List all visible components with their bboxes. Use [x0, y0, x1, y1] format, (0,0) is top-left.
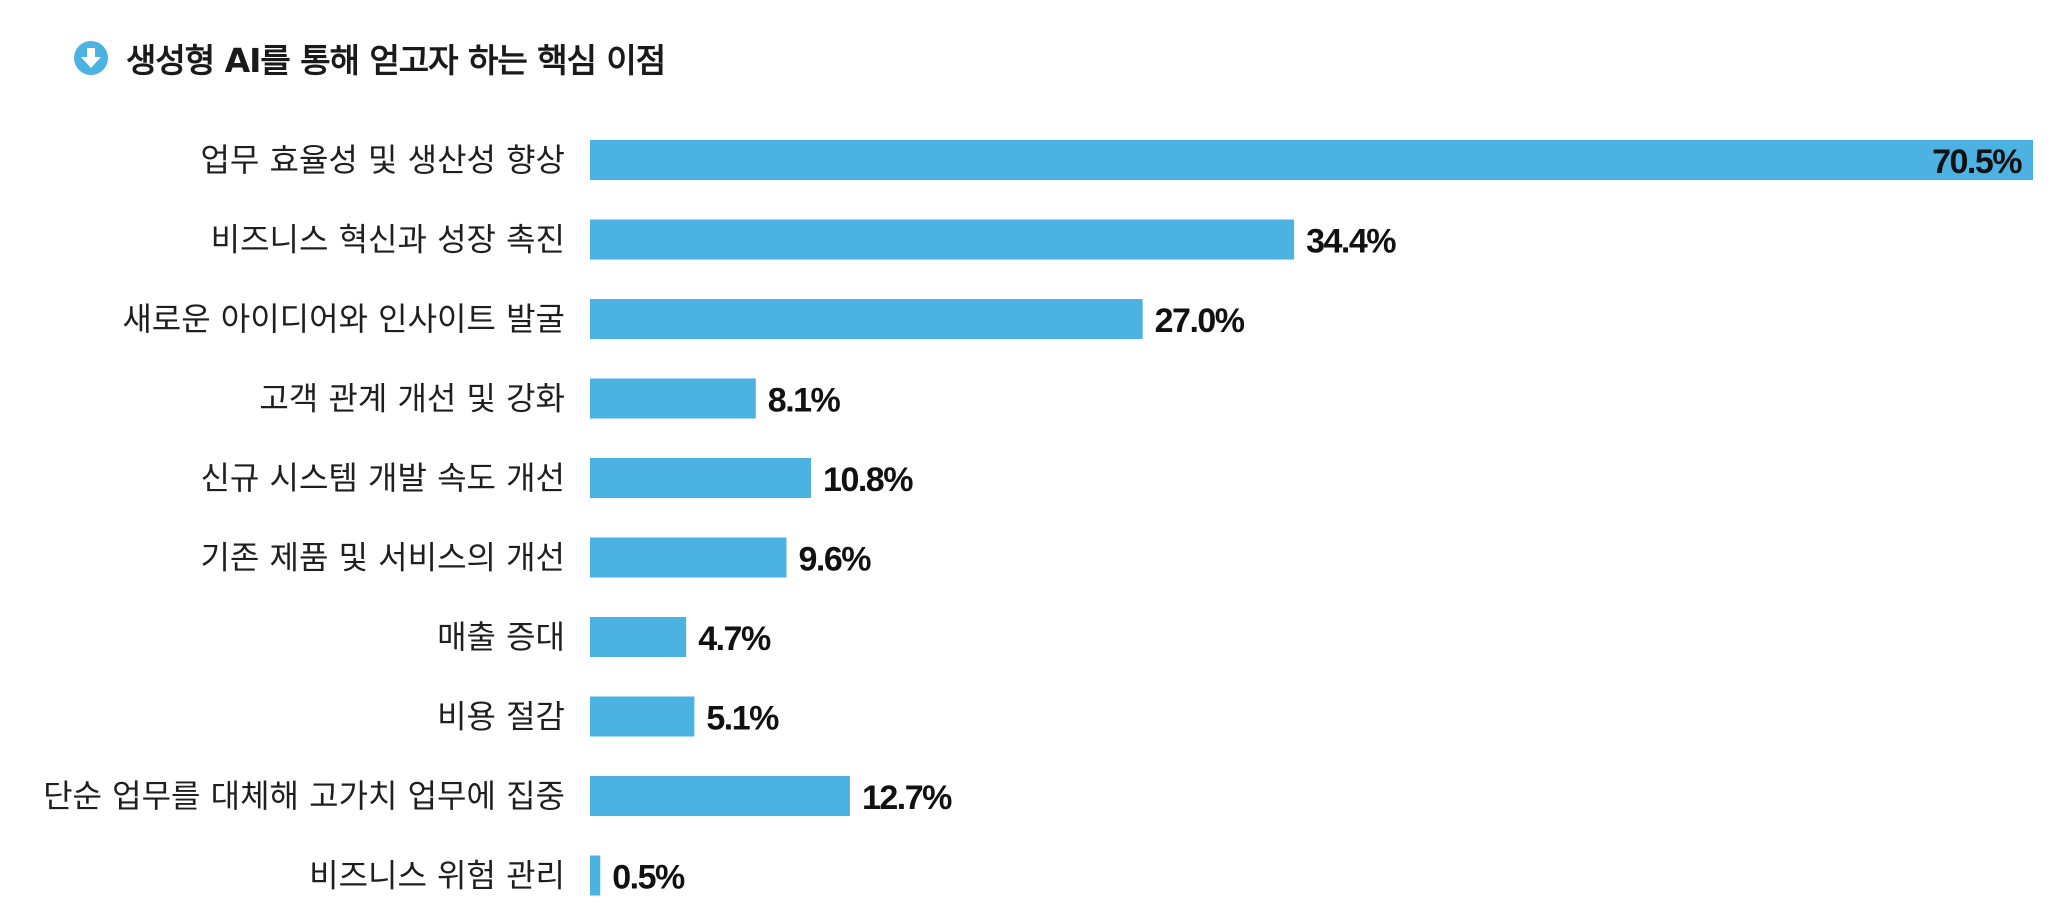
- bar: [590, 219, 1295, 260]
- bar: [590, 696, 695, 737]
- bar: [590, 855, 601, 896]
- value-label: 5.1%: [706, 700, 779, 738]
- chart-title: 생성형 AI를 통해 얻고자 하는 핵심 이점: [126, 41, 666, 80]
- bar: [590, 378, 756, 419]
- chart-title-row: 생성형 AI를 통해 얻고자 하는 핵심 이점: [74, 34, 666, 82]
- category-label: 새로운 아이디어와 인사이트 발굴: [122, 300, 565, 338]
- category-label: 업무 효율성 및 생산성 향상: [200, 141, 565, 179]
- bar: [590, 140, 2033, 180]
- value-label: 8.1%: [768, 382, 841, 420]
- category-label: 비용 절감: [437, 698, 565, 736]
- category-label: 단순 업무를 대체해 고가치 업무에 집중: [43, 777, 565, 815]
- category-label: 고객 관계 개선 및 강화: [259, 380, 565, 418]
- bar: [590, 776, 850, 816]
- bar: [590, 617, 687, 657]
- down-arrow-circle-icon: [74, 41, 108, 75]
- value-label: 70.5%: [1932, 143, 2022, 181]
- value-label: 4.7%: [698, 620, 771, 658]
- value-label: 10.8%: [823, 461, 913, 499]
- value-label: 0.5%: [612, 859, 685, 897]
- value-label: 9.6%: [798, 541, 871, 579]
- value-label: 34.4%: [1306, 223, 1396, 261]
- value-label: 12.7%: [862, 779, 952, 817]
- bar: [590, 299, 1143, 339]
- category-label: 비즈니스 혁신과 성장 촉진: [211, 221, 565, 259]
- value-label: 27.0%: [1155, 302, 1245, 340]
- category-label: 비즈니스 위험 관리: [309, 857, 565, 895]
- bar: [590, 458, 812, 498]
- bar: [590, 537, 787, 578]
- category-label: 매출 증대: [437, 618, 565, 656]
- category-label: 신규 시스템 개발 속도 개선: [200, 459, 565, 497]
- category-label: 기존 제품 및 서비스의 개선: [200, 539, 565, 577]
